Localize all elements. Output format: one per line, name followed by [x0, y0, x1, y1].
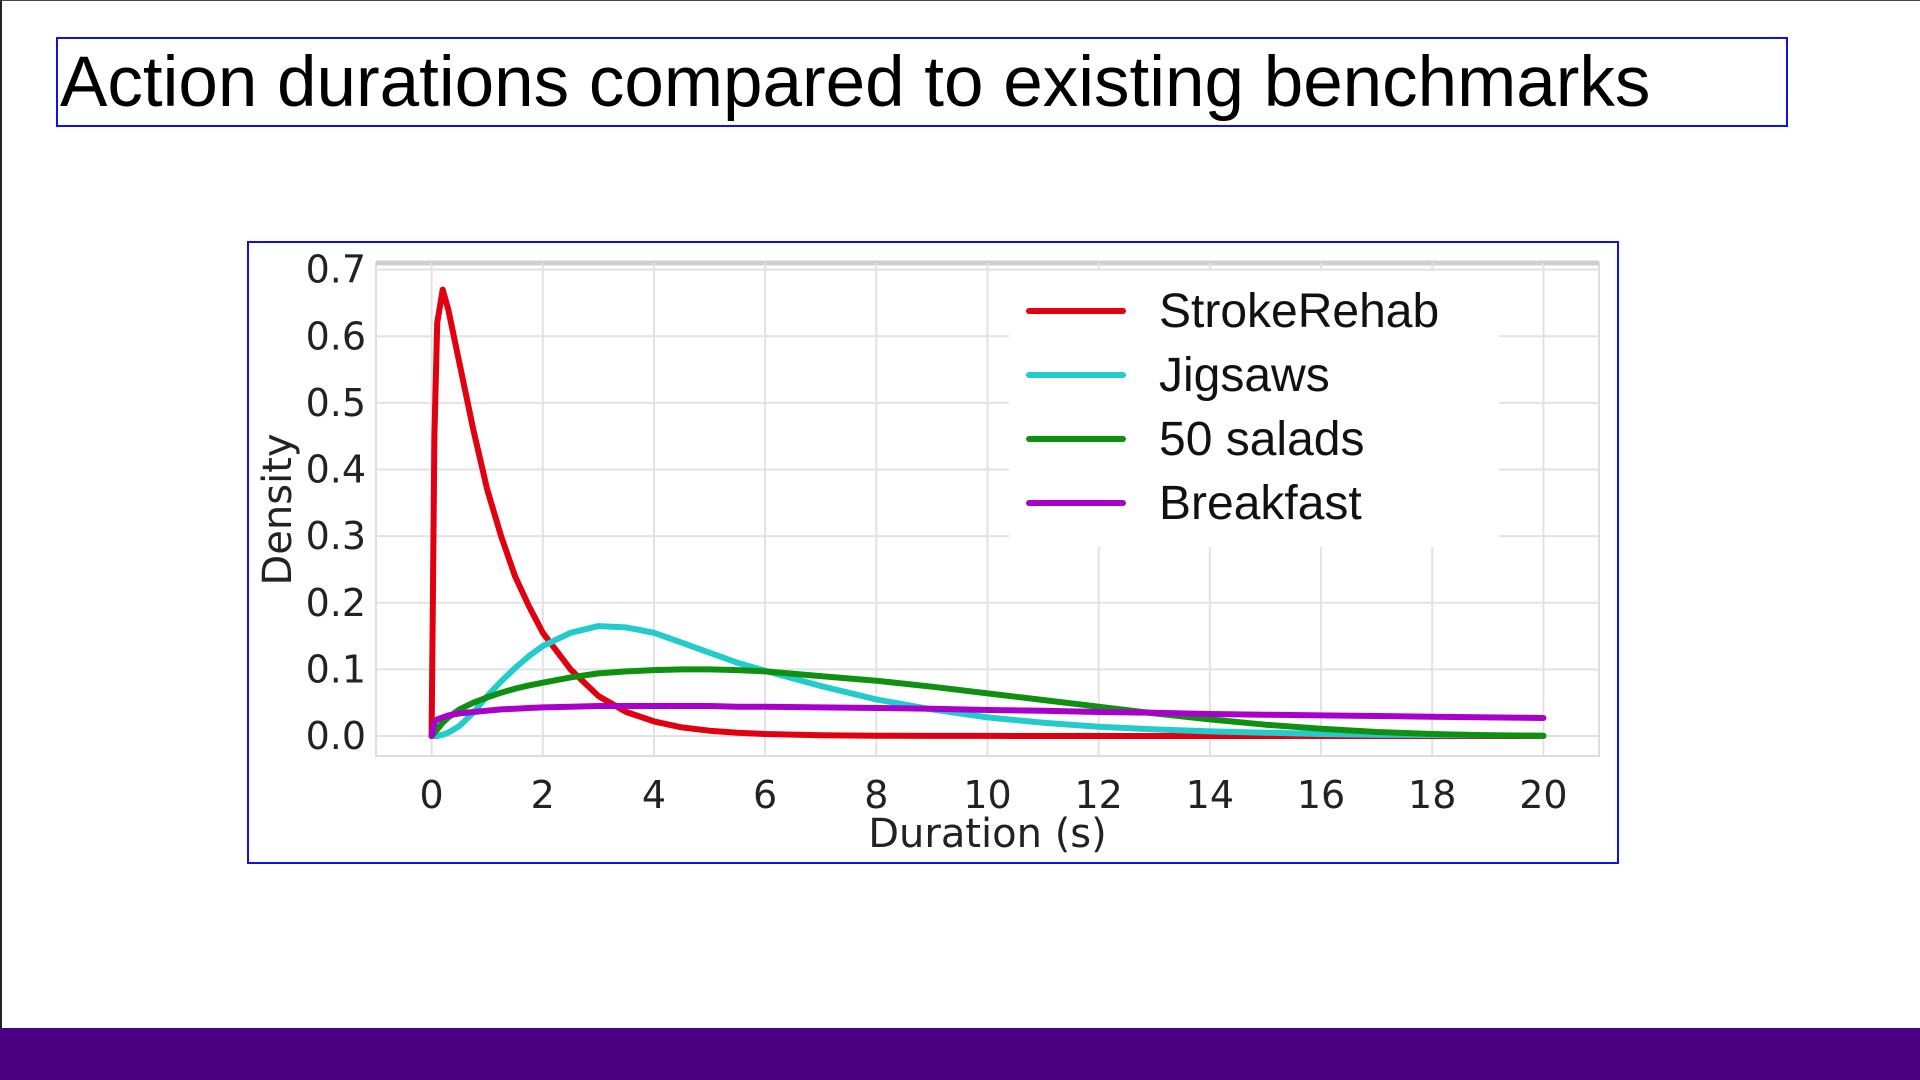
x-tick-label: 18 — [1408, 773, 1456, 817]
x-tick-label: 16 — [1297, 773, 1345, 817]
y-tick-label: 0.3 — [306, 514, 366, 558]
y-tick-label: 0.0 — [306, 714, 366, 758]
x-tick-label: 2 — [531, 773, 555, 817]
y-tick-label: 0.1 — [306, 647, 366, 691]
x-tick-label: 14 — [1186, 773, 1234, 817]
x-tick-label: 20 — [1519, 773, 1567, 817]
legend-label-strokerehab: StrokeRehab — [1159, 285, 1439, 338]
y-axis-label: Density — [255, 433, 301, 585]
y-tick-label: 0.5 — [306, 381, 366, 425]
x-tick-label: 0 — [419, 773, 443, 817]
slide-frame — [0, 0, 1920, 1029]
y-tick-label: 0.7 — [306, 248, 366, 292]
legend-label-jigsaws: Jigsaws — [1159, 349, 1330, 402]
legend: StrokeRehab Jigsaws 50 salads Breakfast — [1009, 271, 1499, 547]
tick-labels: 0 2 4 6 8 10 12 14 16 18 20 0.0 0.1 0.2 0.3 0.4 0.5 0.6 0.… — [306, 248, 1568, 817]
series-line-50-salads — [428, 666, 1547, 739]
series-line-breakfast — [428, 703, 1547, 739]
legend-label-50-salads: 50 salads — [1159, 413, 1364, 466]
x-tick-label: 8 — [864, 773, 888, 817]
x-tick-label: 6 — [753, 773, 777, 817]
series-lines — [428, 286, 1547, 739]
y-tick-label: 0.6 — [306, 314, 366, 358]
legend-label-breakfast: Breakfast — [1159, 477, 1362, 530]
density-chart: 0 2 4 6 8 10 12 14 16 18 20 0.0 0.1 0.2 0.3 0.4 0.5 0.6 0.… — [255, 248, 1600, 857]
y-tick-label: 0.2 — [306, 581, 366, 625]
chart-frame: 0 2 4 6 8 10 12 14 16 18 20 0.0 0.1 0.2 0.3 0.4 0.5 0.6 0.… — [247, 241, 1619, 864]
series-line-strokerehab — [428, 286, 1547, 739]
x-axis-label: Duration (s) — [868, 811, 1107, 857]
x-tick-label: 4 — [642, 773, 666, 817]
x-tick-label: 10 — [963, 773, 1011, 817]
y-tick-label: 0.4 — [306, 448, 366, 492]
slide-title: Action durations compared to existing be… — [56, 37, 1788, 127]
series-line-jigsaws — [428, 623, 1547, 739]
footer-bar — [0, 1028, 1920, 1080]
x-tick-label: 12 — [1075, 773, 1123, 817]
